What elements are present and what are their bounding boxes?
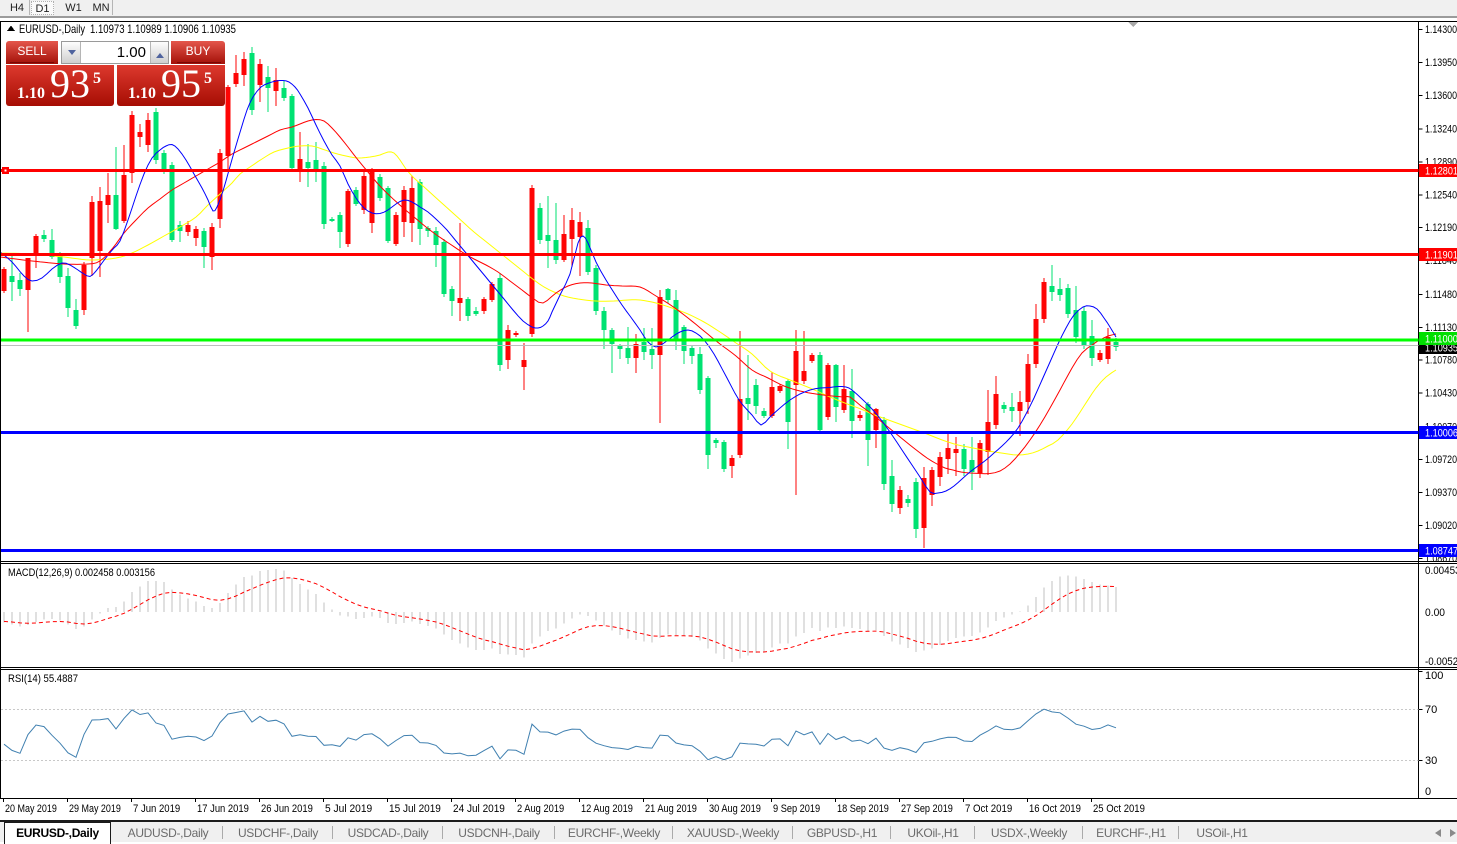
svg-text:7 Jun 2019: 7 Jun 2019 bbox=[133, 803, 180, 815]
svg-text:25 Oct 2019: 25 Oct 2019 bbox=[1093, 803, 1145, 815]
svg-text:1.12190: 1.12190 bbox=[1425, 222, 1457, 234]
svg-text:1.10973 1.10989 1.10906 1.1093: 1.10973 1.10989 1.10906 1.10935 bbox=[90, 22, 236, 36]
svg-text:70: 70 bbox=[1425, 704, 1437, 716]
svg-text:26 Jun 2019: 26 Jun 2019 bbox=[261, 803, 313, 815]
svg-text:1.11130: 1.11130 bbox=[1425, 322, 1457, 334]
svg-text:EURUSD-,Daily: EURUSD-,Daily bbox=[19, 22, 85, 36]
svg-text:15 Jul 2019: 15 Jul 2019 bbox=[389, 803, 441, 815]
svg-text:1.08747: 1.08747 bbox=[1425, 546, 1457, 558]
svg-text:1.10935: 1.10935 bbox=[1425, 343, 1457, 355]
svg-text:24 Jul 2019: 24 Jul 2019 bbox=[453, 803, 505, 815]
svg-text:18 Sep 2019: 18 Sep 2019 bbox=[837, 803, 889, 815]
svg-text:0.00: 0.00 bbox=[1425, 607, 1445, 619]
svg-text:0.004536: 0.004536 bbox=[1425, 565, 1457, 577]
svg-text:29 May 2019: 29 May 2019 bbox=[69, 803, 121, 815]
svg-text:100: 100 bbox=[1425, 670, 1443, 682]
svg-text:5 Jul 2019: 5 Jul 2019 bbox=[325, 803, 372, 815]
svg-text:1.09370: 1.09370 bbox=[1425, 487, 1457, 499]
svg-text:1.13600: 1.13600 bbox=[1425, 90, 1457, 102]
svg-text:1.10780: 1.10780 bbox=[1425, 355, 1457, 367]
svg-text:17 Jun 2019: 17 Jun 2019 bbox=[197, 803, 249, 815]
svg-text:27 Sep 2019: 27 Sep 2019 bbox=[901, 803, 953, 815]
svg-text:1.12801: 1.12801 bbox=[1425, 166, 1457, 178]
svg-text:9 Sep 2019: 9 Sep 2019 bbox=[773, 803, 820, 815]
svg-text:1.14300: 1.14300 bbox=[1425, 24, 1457, 36]
svg-text:RSI(14) 55.4887: RSI(14) 55.4887 bbox=[8, 673, 78, 685]
svg-text:1.09720: 1.09720 bbox=[1425, 454, 1457, 466]
svg-text:2 Aug 2019: 2 Aug 2019 bbox=[517, 803, 564, 815]
svg-text:1.11000: 1.11000 bbox=[1425, 334, 1457, 346]
svg-text:16 Oct 2019: 16 Oct 2019 bbox=[1029, 803, 1081, 815]
svg-text:1.12540: 1.12540 bbox=[1425, 189, 1457, 201]
svg-text:1.11901: 1.11901 bbox=[1425, 250, 1457, 262]
svg-text:1.10006: 1.10006 bbox=[1425, 428, 1457, 440]
svg-text:1.10430: 1.10430 bbox=[1425, 388, 1457, 400]
svg-text:21 Aug 2019: 21 Aug 2019 bbox=[645, 803, 697, 815]
svg-text:20 May 2019: 20 May 2019 bbox=[5, 803, 57, 815]
svg-text:30: 30 bbox=[1425, 755, 1437, 767]
svg-text:30 Aug 2019: 30 Aug 2019 bbox=[709, 803, 761, 815]
svg-text:1.11480: 1.11480 bbox=[1425, 289, 1457, 301]
svg-text:0: 0 bbox=[1425, 786, 1431, 798]
svg-text:1.13240: 1.13240 bbox=[1425, 124, 1457, 136]
svg-text:1.09020: 1.09020 bbox=[1425, 520, 1457, 532]
svg-text:1.13950: 1.13950 bbox=[1425, 57, 1457, 69]
svg-text:MACD(12,26,9) 0.002458 0.00315: MACD(12,26,9) 0.002458 0.003156 bbox=[8, 567, 155, 579]
svg-text:-0.005204: -0.005204 bbox=[1425, 656, 1457, 668]
svg-text:12 Aug 2019: 12 Aug 2019 bbox=[581, 803, 633, 815]
svg-text:7 Oct 2019: 7 Oct 2019 bbox=[965, 803, 1012, 815]
